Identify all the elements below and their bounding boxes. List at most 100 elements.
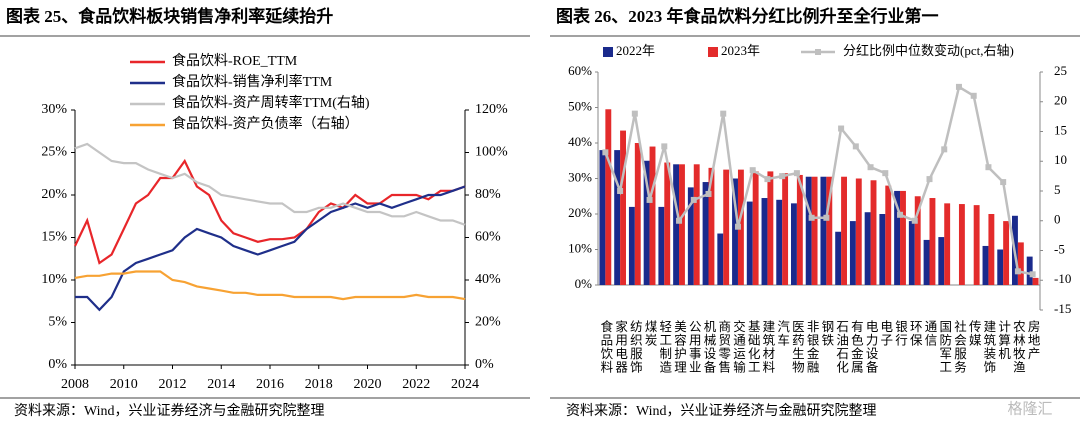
- x-tick-label: 电力设备: [864, 320, 878, 374]
- bar: [826, 176, 833, 285]
- line-marker: [808, 214, 815, 221]
- legend-label: 2022年: [616, 43, 655, 58]
- bar: [649, 146, 656, 285]
- line-marker: [661, 143, 668, 150]
- x-tick-label: 社会服务: [952, 319, 966, 374]
- bar: [782, 173, 789, 285]
- bar: [708, 167, 715, 285]
- line-marker: [852, 143, 859, 150]
- bar: [855, 178, 862, 285]
- y2-tick-label: 25: [1054, 63, 1067, 78]
- bar: [643, 160, 650, 285]
- line-marker: [720, 110, 727, 117]
- source: 资料来源：Wind，兴业证券经济与金融研究院整理: [566, 403, 877, 419]
- bar: [938, 237, 945, 285]
- bar: [664, 162, 671, 285]
- x-tick-label: 石油石化: [834, 320, 848, 374]
- bar: [717, 233, 724, 285]
- line-marker: [764, 176, 771, 183]
- line-marker: [1000, 179, 1007, 186]
- x-tick-label: 2018: [305, 377, 333, 392]
- bar: [870, 180, 877, 285]
- x-tick-label: 2012: [159, 377, 187, 392]
- line-marker: [602, 149, 609, 156]
- y-tick-label: 20%: [41, 187, 67, 202]
- y2-tick-label: 60%: [475, 230, 501, 245]
- legend-label: 食品饮料-ROE_TTM: [172, 52, 298, 69]
- bar: [958, 204, 965, 285]
- y2-tick-label: 20: [1054, 93, 1067, 108]
- bar: [1017, 242, 1024, 285]
- bar: [599, 150, 606, 285]
- x-tick-label: 电子: [878, 320, 892, 347]
- y2-tick-label: -15: [1054, 301, 1071, 316]
- legend-label: 2023年: [721, 43, 760, 58]
- line-marker: [838, 125, 845, 132]
- bar: [776, 199, 783, 285]
- y2-tick-label: -10: [1054, 271, 1071, 286]
- y-tick-label: 60%: [568, 63, 592, 78]
- bar: [752, 171, 759, 285]
- x-tick-label: 2010: [110, 377, 138, 392]
- bar: [885, 185, 892, 285]
- source: 资料来源：Wind，兴业证券经济与金融研究院整理: [14, 403, 325, 419]
- x-tick-label: 非银金融: [805, 320, 819, 374]
- legend-swatch: [815, 49, 821, 55]
- y-tick-label: 0%: [575, 276, 593, 291]
- legend-label: 食品饮料-资产周转率TTM(右轴): [172, 94, 370, 111]
- y-tick-label: 10%: [568, 240, 592, 255]
- line-marker: [985, 164, 992, 171]
- x-tick-label: 汽车: [775, 319, 789, 347]
- line-series: [74, 158, 466, 265]
- bar: [687, 187, 694, 285]
- y2-tick-label: 0%: [475, 357, 494, 372]
- bar: [658, 206, 665, 285]
- legend-swatch: [708, 47, 718, 57]
- x-tick-label: 家用电器: [613, 319, 627, 374]
- bar: [702, 182, 709, 285]
- bar: [767, 171, 774, 285]
- x-tick-label: 农林牧渔: [1011, 320, 1025, 374]
- chart-title: 图表 26、2023 年食品饮料分红比例升至全行业第一: [556, 6, 939, 26]
- bar: [634, 143, 641, 285]
- x-tick-label: 房地产: [1026, 319, 1040, 361]
- bar: [841, 176, 847, 285]
- line-marker: [631, 110, 638, 117]
- x-tick-label: 银行: [893, 320, 907, 347]
- bar: [620, 130, 626, 285]
- bar: [914, 196, 921, 285]
- y2-tick-label: 100%: [475, 145, 508, 160]
- x-tick-label: 2008: [61, 377, 89, 392]
- line-marker: [941, 146, 948, 153]
- line-marker: [926, 176, 933, 183]
- bar: [908, 221, 915, 285]
- bar: [628, 206, 635, 285]
- x-tick-label: 环保: [908, 320, 922, 347]
- y2-tick-label: 10: [1054, 152, 1067, 167]
- y-tick-label: 30%: [568, 169, 592, 184]
- x-tick-label: 2022: [402, 377, 430, 392]
- line-marker: [793, 170, 800, 177]
- bar: [1032, 277, 1039, 285]
- bar: [605, 109, 612, 286]
- x-tick-label: 2024: [451, 377, 479, 392]
- bar: [673, 164, 680, 285]
- line-marker: [749, 167, 756, 174]
- x-tick-label: 2014: [207, 377, 235, 392]
- bar: [679, 164, 685, 285]
- x-tick-label: 煤炭: [643, 320, 657, 347]
- bar: [805, 176, 812, 285]
- line-series: [75, 185, 466, 312]
- line-marker: [705, 190, 712, 197]
- x-tick-label: 食品饮料: [598, 319, 612, 374]
- legend-label: 分红比例中位数变动(pct,右轴): [843, 43, 1014, 58]
- x-tick-label: 传媒: [967, 319, 981, 347]
- bar: [900, 190, 906, 285]
- bar: [723, 169, 730, 285]
- line-marker: [690, 196, 697, 203]
- line-marker: [897, 211, 904, 218]
- y-tick-label: 25%: [41, 145, 67, 160]
- y-tick-label: 20%: [568, 205, 592, 220]
- x-tick-label: 钢铁: [819, 320, 833, 347]
